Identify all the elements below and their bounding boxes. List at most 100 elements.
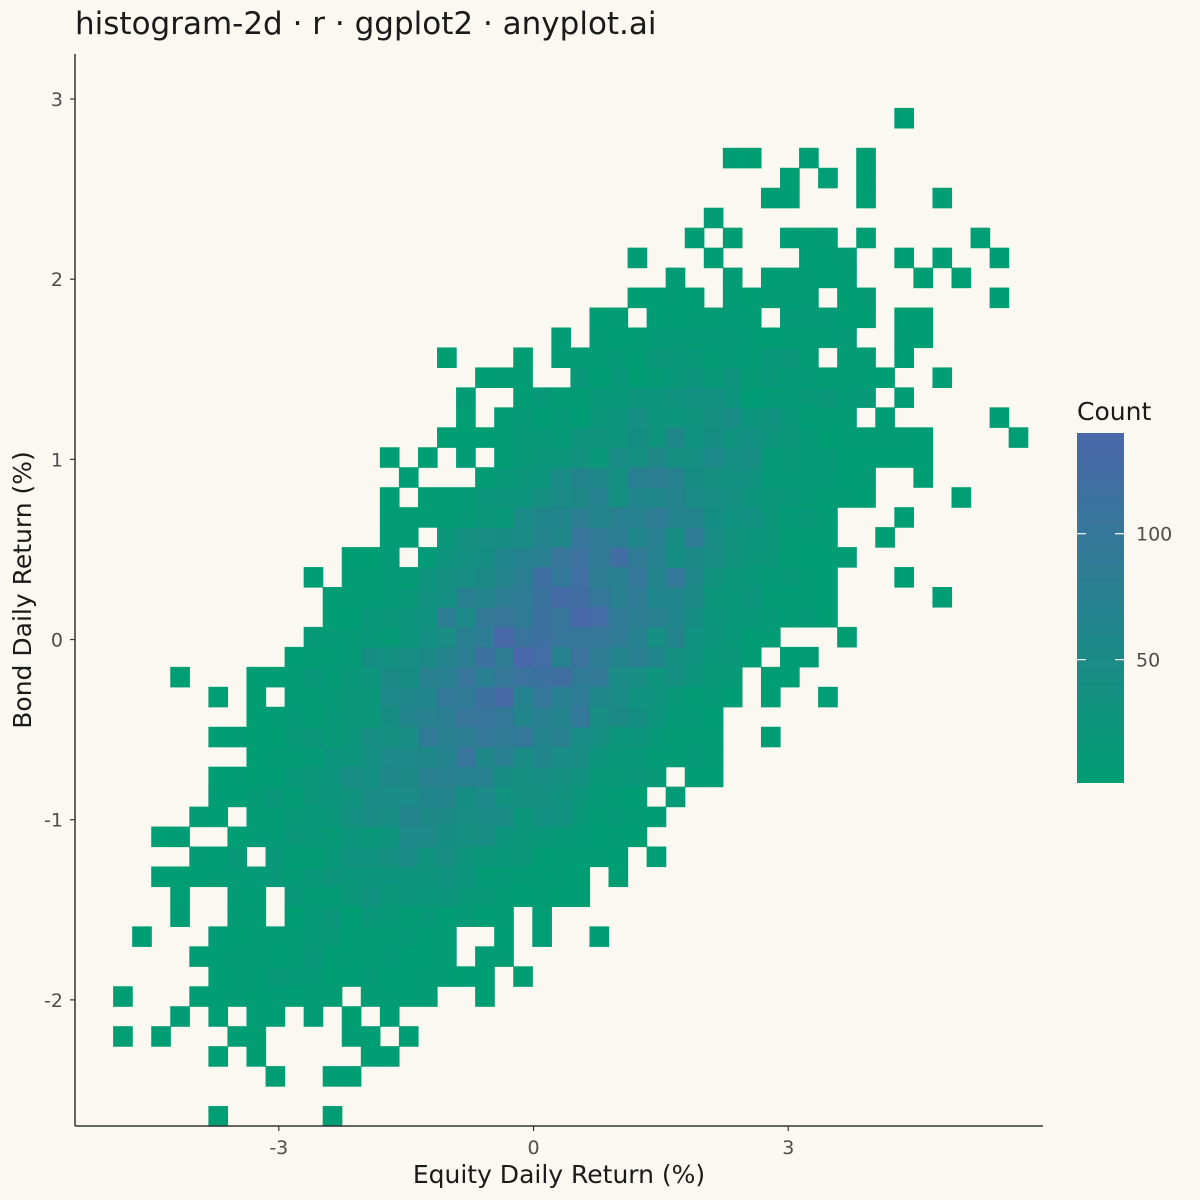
histogram-bin bbox=[227, 966, 248, 987]
histogram-bin bbox=[570, 806, 591, 828]
histogram-bin bbox=[360, 626, 381, 648]
histogram-bin bbox=[703, 327, 724, 349]
histogram-bin bbox=[437, 906, 457, 927]
histogram-bin bbox=[360, 726, 381, 748]
histogram-bin bbox=[551, 866, 572, 888]
histogram-bin bbox=[322, 646, 343, 668]
histogram-bin bbox=[894, 567, 914, 588]
histogram-bin bbox=[475, 966, 495, 987]
histogram-bin bbox=[665, 626, 686, 648]
histogram-bin bbox=[799, 307, 819, 329]
histogram-bin bbox=[284, 946, 305, 967]
histogram-bin bbox=[684, 327, 705, 349]
histogram-bin bbox=[646, 766, 667, 788]
histogram-bin bbox=[780, 507, 800, 528]
histogram-bin bbox=[456, 886, 476, 908]
histogram-bin bbox=[494, 786, 514, 808]
histogram-bin bbox=[170, 666, 190, 688]
histogram-bin bbox=[303, 986, 324, 1007]
histogram-bin bbox=[475, 886, 495, 908]
histogram-bin bbox=[760, 367, 781, 388]
histogram-bin bbox=[360, 706, 381, 728]
histogram-bin bbox=[341, 906, 362, 927]
histogram-bin bbox=[284, 666, 305, 688]
histogram-bin bbox=[151, 1026, 171, 1047]
histogram-bin bbox=[837, 347, 857, 369]
histogram-bin bbox=[608, 746, 629, 768]
histogram-bin bbox=[322, 906, 343, 927]
histogram-bin bbox=[589, 467, 610, 488]
histogram-bin bbox=[608, 826, 629, 848]
histogram-bin bbox=[627, 547, 648, 568]
histogram-bin bbox=[589, 527, 610, 548]
histogram-bin bbox=[684, 227, 705, 249]
histogram-bin bbox=[265, 986, 286, 1007]
histogram-bin bbox=[437, 507, 457, 528]
histogram-bin bbox=[570, 766, 591, 788]
histogram-bin bbox=[398, 706, 419, 728]
y-tick-label: -1 bbox=[44, 810, 63, 832]
histogram-bin bbox=[722, 567, 743, 588]
histogram-bin bbox=[513, 507, 533, 528]
histogram-bin bbox=[589, 367, 610, 388]
histogram-bin bbox=[379, 646, 400, 668]
histogram-bin bbox=[437, 706, 457, 728]
histogram-bin bbox=[303, 706, 324, 728]
histogram-bin bbox=[818, 427, 838, 448]
histogram-bin bbox=[665, 606, 686, 628]
histogram-bin bbox=[741, 327, 762, 349]
histogram-bin bbox=[456, 407, 476, 428]
histogram-bin bbox=[570, 786, 591, 808]
histogram-bin bbox=[684, 487, 705, 508]
histogram-bin bbox=[513, 587, 533, 608]
histogram-bin bbox=[760, 347, 781, 369]
histogram-bin bbox=[608, 626, 629, 648]
histogram-bin bbox=[494, 766, 514, 788]
histogram-bin bbox=[760, 587, 781, 608]
histogram-bin bbox=[570, 507, 591, 528]
histogram-bin bbox=[227, 826, 248, 848]
histogram-bin bbox=[437, 567, 457, 588]
histogram-bin bbox=[646, 666, 667, 688]
histogram-bin bbox=[589, 646, 610, 668]
histogram-bin bbox=[417, 567, 438, 588]
histogram-bin bbox=[379, 507, 400, 528]
histogram-bin bbox=[856, 387, 876, 408]
histogram-bin bbox=[379, 986, 400, 1007]
histogram-bin bbox=[780, 587, 800, 608]
histogram-bin bbox=[837, 247, 857, 269]
histogram-bin bbox=[627, 507, 648, 528]
histogram-bin bbox=[665, 327, 686, 349]
histogram-bin bbox=[703, 706, 724, 728]
histogram-bin bbox=[703, 666, 724, 688]
histogram-bin bbox=[570, 606, 591, 628]
histogram-bin bbox=[608, 686, 629, 708]
histogram-bin bbox=[437, 746, 457, 768]
histogram-bin bbox=[246, 766, 267, 788]
histogram-bin bbox=[760, 527, 781, 548]
histogram-bin bbox=[322, 806, 343, 828]
histogram-bin bbox=[532, 626, 552, 648]
histogram-bin bbox=[589, 626, 610, 648]
histogram-bin bbox=[570, 427, 591, 448]
histogram-bin bbox=[570, 367, 591, 388]
histogram-bin bbox=[818, 547, 838, 568]
x-tick-label: 0 bbox=[527, 1137, 539, 1159]
histogram-bin bbox=[627, 367, 648, 388]
histogram-bin bbox=[589, 327, 610, 349]
histogram-bin bbox=[379, 527, 400, 548]
histogram-bin bbox=[627, 806, 648, 828]
histogram-bin bbox=[437, 866, 457, 888]
histogram-bin bbox=[608, 786, 629, 808]
histogram-bin bbox=[437, 946, 457, 967]
histogram-bin bbox=[208, 786, 229, 808]
histogram-bin bbox=[417, 986, 438, 1007]
histogram-bin bbox=[379, 606, 400, 628]
histogram-bin bbox=[570, 646, 591, 668]
histogram-bin bbox=[494, 606, 514, 628]
y-axis-title: Bond Daily Return (%) bbox=[8, 451, 37, 728]
histogram-bin bbox=[360, 1026, 381, 1047]
histogram-bin bbox=[379, 587, 400, 608]
histogram-bin bbox=[818, 307, 838, 329]
histogram-bin bbox=[570, 866, 591, 888]
